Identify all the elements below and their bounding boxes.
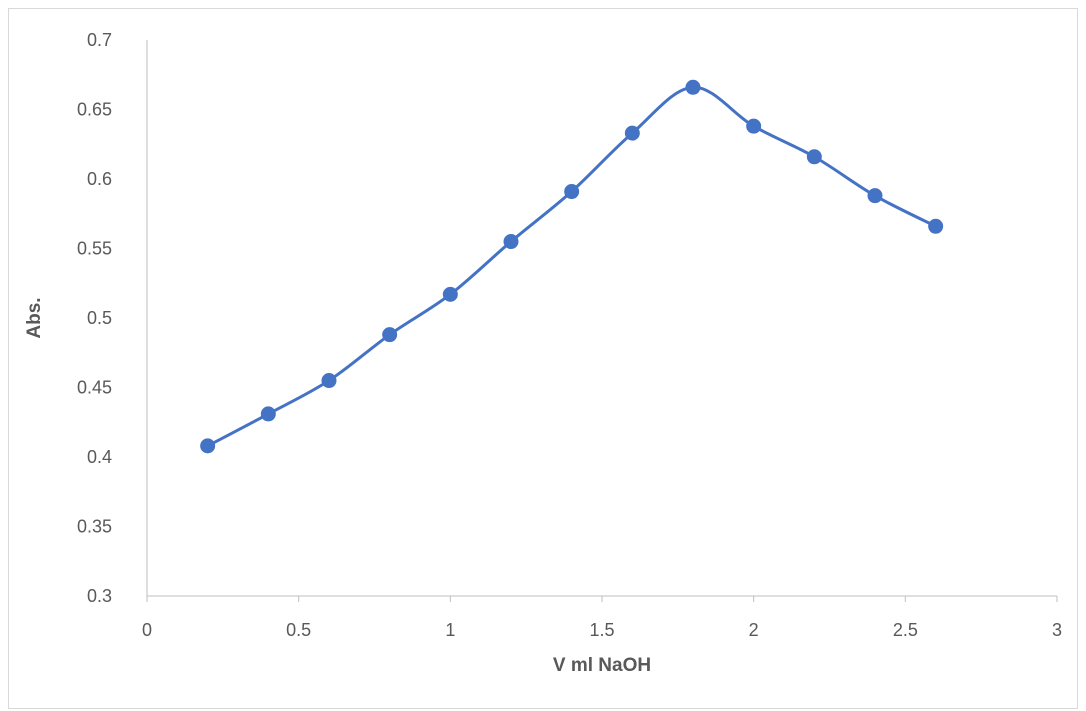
x-axis-title: V ml NaOH <box>553 655 651 676</box>
data-point <box>321 373 337 389</box>
data-point <box>624 125 640 141</box>
y-tick-label: 0.5 <box>87 308 112 328</box>
y-tick-label: 0.55 <box>77 239 112 259</box>
x-tick-label: 1.5 <box>589 620 614 640</box>
data-point <box>867 188 883 204</box>
data-point <box>503 234 519 250</box>
data-point <box>382 327 398 343</box>
x-tick-label: 1 <box>445 620 455 640</box>
axes <box>146 40 1057 597</box>
data-point <box>746 118 762 134</box>
y-tick-label: 0.3 <box>87 586 112 606</box>
data-points <box>200 79 944 454</box>
y-tick-label: 0.45 <box>77 378 112 398</box>
x-tick-label: 2 <box>749 620 759 640</box>
y-tick-labels: 0.3 0.35 0.4 0.45 0.5 0.55 0.6 0.65 0.7 <box>77 30 112 606</box>
chart-area <box>8 8 1078 709</box>
x-tick-labels: 0 0.5 1 1.5 2 2.5 3 <box>142 596 1062 640</box>
x-tick-label: 2.5 <box>893 620 918 640</box>
y-tick-label: 0.65 <box>77 100 112 120</box>
data-point <box>260 406 276 422</box>
data-point <box>685 79 701 95</box>
data-point <box>442 286 458 302</box>
y-tick-label: 0.6 <box>87 169 112 189</box>
data-point <box>806 149 822 165</box>
data-point <box>200 438 216 454</box>
y-tick-label: 0.4 <box>87 447 112 467</box>
data-point <box>564 184 580 200</box>
x-tick-label: 0 <box>142 620 152 640</box>
series-line <box>206 85 937 448</box>
y-axis-title: Abs. <box>24 297 45 338</box>
x-tick-label: 3 <box>1052 620 1062 640</box>
y-tick-label: 0.35 <box>77 517 112 537</box>
y-tick-label: 0.7 <box>87 30 112 50</box>
data-point <box>928 218 944 234</box>
x-tick-label: 0.5 <box>286 620 311 640</box>
